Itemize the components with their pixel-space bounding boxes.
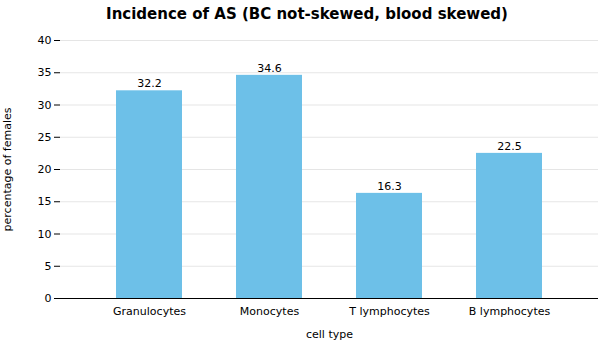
svg-text:16.3: 16.3 <box>377 180 402 193</box>
svg-text:Monocytes: Monocytes <box>240 305 300 318</box>
html-text:Incidence of AS (BC not-skewed: Incidence of AS (BC not-skewed, blood sk… <box>106 5 508 23</box>
svg-text:Granulocytes: Granulocytes <box>113 305 186 318</box>
svg-text:25: 25 <box>38 131 52 144</box>
svg-text:10: 10 <box>38 228 52 241</box>
svg-text:15: 15 <box>38 195 52 208</box>
svg-text:5: 5 <box>45 260 52 273</box>
svg-text:34.6: 34.6 <box>257 62 282 75</box>
svg-text:T lymphocytes: T lymphocytes <box>348 305 430 318</box>
svg-text:cell type: cell type <box>306 328 353 341</box>
svg-text:B lymphocytes: B lymphocytes <box>469 305 551 318</box>
svg-text:0: 0 <box>45 292 52 305</box>
svg-text:32.2: 32.2 <box>137 77 162 90</box>
svg-text:40: 40 <box>38 34 52 47</box>
svg-text:30: 30 <box>38 99 52 112</box>
svg-text:percentage of females: percentage of females <box>1 107 14 231</box>
svg-text:35: 35 <box>38 66 52 79</box>
svg-text:20: 20 <box>38 163 52 176</box>
svg-text:22.5: 22.5 <box>497 140 522 153</box>
